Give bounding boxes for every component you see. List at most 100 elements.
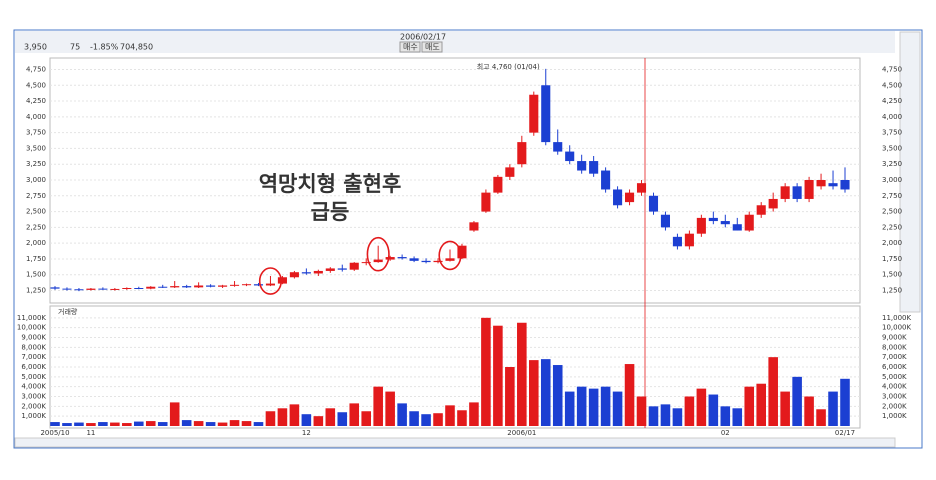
y-tick-label: 1,500 bbox=[882, 271, 902, 279]
rate: -1.85% bbox=[90, 43, 119, 52]
candle-body bbox=[517, 142, 527, 165]
y-tick-label: 3,750 bbox=[882, 129, 902, 137]
volume-bar bbox=[576, 386, 587, 426]
volume-bar bbox=[481, 317, 491, 426]
volume-bar bbox=[134, 421, 144, 426]
candle-body bbox=[445, 258, 455, 261]
y-tick-label: 1,750 bbox=[26, 255, 46, 263]
buy-button[interactable] bbox=[399, 41, 421, 53]
y-tick-label: 4,750 bbox=[26, 65, 46, 73]
y-tick-label: 10,000K bbox=[882, 324, 911, 332]
volume-bar bbox=[552, 365, 563, 426]
change: 75 bbox=[70, 43, 80, 52]
candle-body bbox=[98, 288, 108, 290]
highlight-circle bbox=[258, 267, 283, 295]
x-tick-label: 02/17 bbox=[835, 429, 855, 437]
x-tick-label: 02 bbox=[721, 429, 730, 437]
y-tick-label: 3,000 bbox=[882, 176, 902, 184]
candle-body bbox=[613, 189, 623, 206]
candle-body bbox=[62, 288, 72, 290]
candle-body bbox=[672, 236, 682, 247]
y-tick-label: 2,750 bbox=[882, 192, 902, 200]
volume-bar bbox=[660, 404, 671, 426]
candle-body bbox=[780, 186, 790, 199]
high-label: 최고 4,760 (01/04) bbox=[477, 62, 540, 71]
candle-body bbox=[325, 268, 335, 271]
volume-bar bbox=[529, 360, 539, 426]
candle-body bbox=[158, 286, 168, 288]
candle-body bbox=[804, 180, 814, 199]
frame bbox=[13, 29, 923, 449]
candle-body bbox=[828, 183, 838, 187]
volume-bar bbox=[636, 396, 647, 426]
volume-bar bbox=[828, 391, 838, 426]
candle-body bbox=[720, 221, 730, 225]
candle-body bbox=[134, 288, 144, 289]
sell-label[interactable]: 매도 bbox=[425, 43, 440, 52]
candle-body bbox=[648, 195, 659, 212]
candle-body bbox=[493, 176, 503, 193]
volume-bar bbox=[756, 383, 766, 426]
y-tick-label: 8,000K bbox=[21, 343, 46, 351]
volume-bar bbox=[708, 394, 719, 426]
candle-body bbox=[385, 257, 395, 260]
y-tick-label: 11,000K bbox=[882, 314, 911, 322]
volume-bar bbox=[313, 416, 324, 426]
y-tick-label: 3,250 bbox=[882, 160, 902, 168]
volume-bar bbox=[373, 386, 383, 426]
volume-bar bbox=[840, 378, 850, 426]
y-tick-label: 1,750 bbox=[882, 255, 902, 263]
candle-body bbox=[182, 286, 192, 288]
y-tick-label: 4,000 bbox=[26, 113, 46, 121]
volume-bar bbox=[205, 422, 216, 426]
y-tick-label: 4,500 bbox=[26, 81, 46, 89]
volume-bar bbox=[816, 409, 826, 426]
volume-bar bbox=[74, 422, 84, 426]
candle-body bbox=[229, 284, 240, 286]
y-tick-label: 8,000K bbox=[882, 343, 907, 351]
scrollbar[interactable] bbox=[14, 437, 896, 448]
y-tick-label: 5,000K bbox=[882, 373, 907, 381]
y-tick-label: 3,250 bbox=[26, 160, 46, 168]
y-tick-label: 7,000K bbox=[882, 353, 907, 361]
y-tick-label: 4,250 bbox=[26, 97, 46, 105]
candle-body bbox=[565, 151, 575, 162]
y-tick-label: 6,000K bbox=[21, 363, 46, 371]
candle-body bbox=[373, 259, 383, 263]
price: 3,950 bbox=[24, 43, 47, 52]
y-tick-label: 2,000 bbox=[26, 239, 46, 247]
y-tick-label: 3,750 bbox=[26, 129, 46, 137]
y-tick-label: 4,250 bbox=[882, 97, 902, 105]
buy-label[interactable]: 매수 bbox=[403, 43, 418, 52]
annotation: 역망치형 출현후 bbox=[259, 172, 402, 196]
candle-body bbox=[86, 288, 96, 290]
volume-bar bbox=[289, 404, 300, 426]
volume: 704,850 bbox=[120, 43, 153, 52]
candle-body bbox=[577, 161, 587, 171]
candle-body bbox=[241, 284, 252, 286]
x-tick-label: 12 bbox=[302, 429, 311, 437]
volume-bar bbox=[720, 406, 731, 426]
highlight-circle bbox=[366, 236, 390, 272]
sell-button[interactable] bbox=[421, 41, 443, 53]
volume-bar bbox=[517, 322, 527, 426]
volume-bar bbox=[540, 359, 551, 426]
y-tick-label: 2,000K bbox=[21, 402, 46, 410]
volume-bar bbox=[385, 391, 395, 426]
x-tick-label: 11 bbox=[86, 429, 95, 437]
y-tick-label: 10,000K bbox=[17, 324, 46, 332]
volume-bar bbox=[469, 402, 479, 426]
y-tick-label: 4,000 bbox=[882, 113, 902, 121]
volume-bar bbox=[672, 408, 683, 426]
volume-bar bbox=[588, 388, 599, 426]
candle-body bbox=[505, 167, 515, 177]
volume-bar bbox=[349, 403, 360, 426]
volume-bar bbox=[110, 422, 120, 426]
y-tick-label: 4,500 bbox=[882, 81, 902, 89]
candle-body bbox=[696, 217, 706, 234]
candle-body bbox=[636, 183, 647, 193]
volume-bar bbox=[217, 422, 228, 426]
candle-body bbox=[194, 285, 204, 288]
y-tick-label: 1,000K bbox=[882, 412, 907, 420]
candle-body bbox=[277, 277, 287, 284]
